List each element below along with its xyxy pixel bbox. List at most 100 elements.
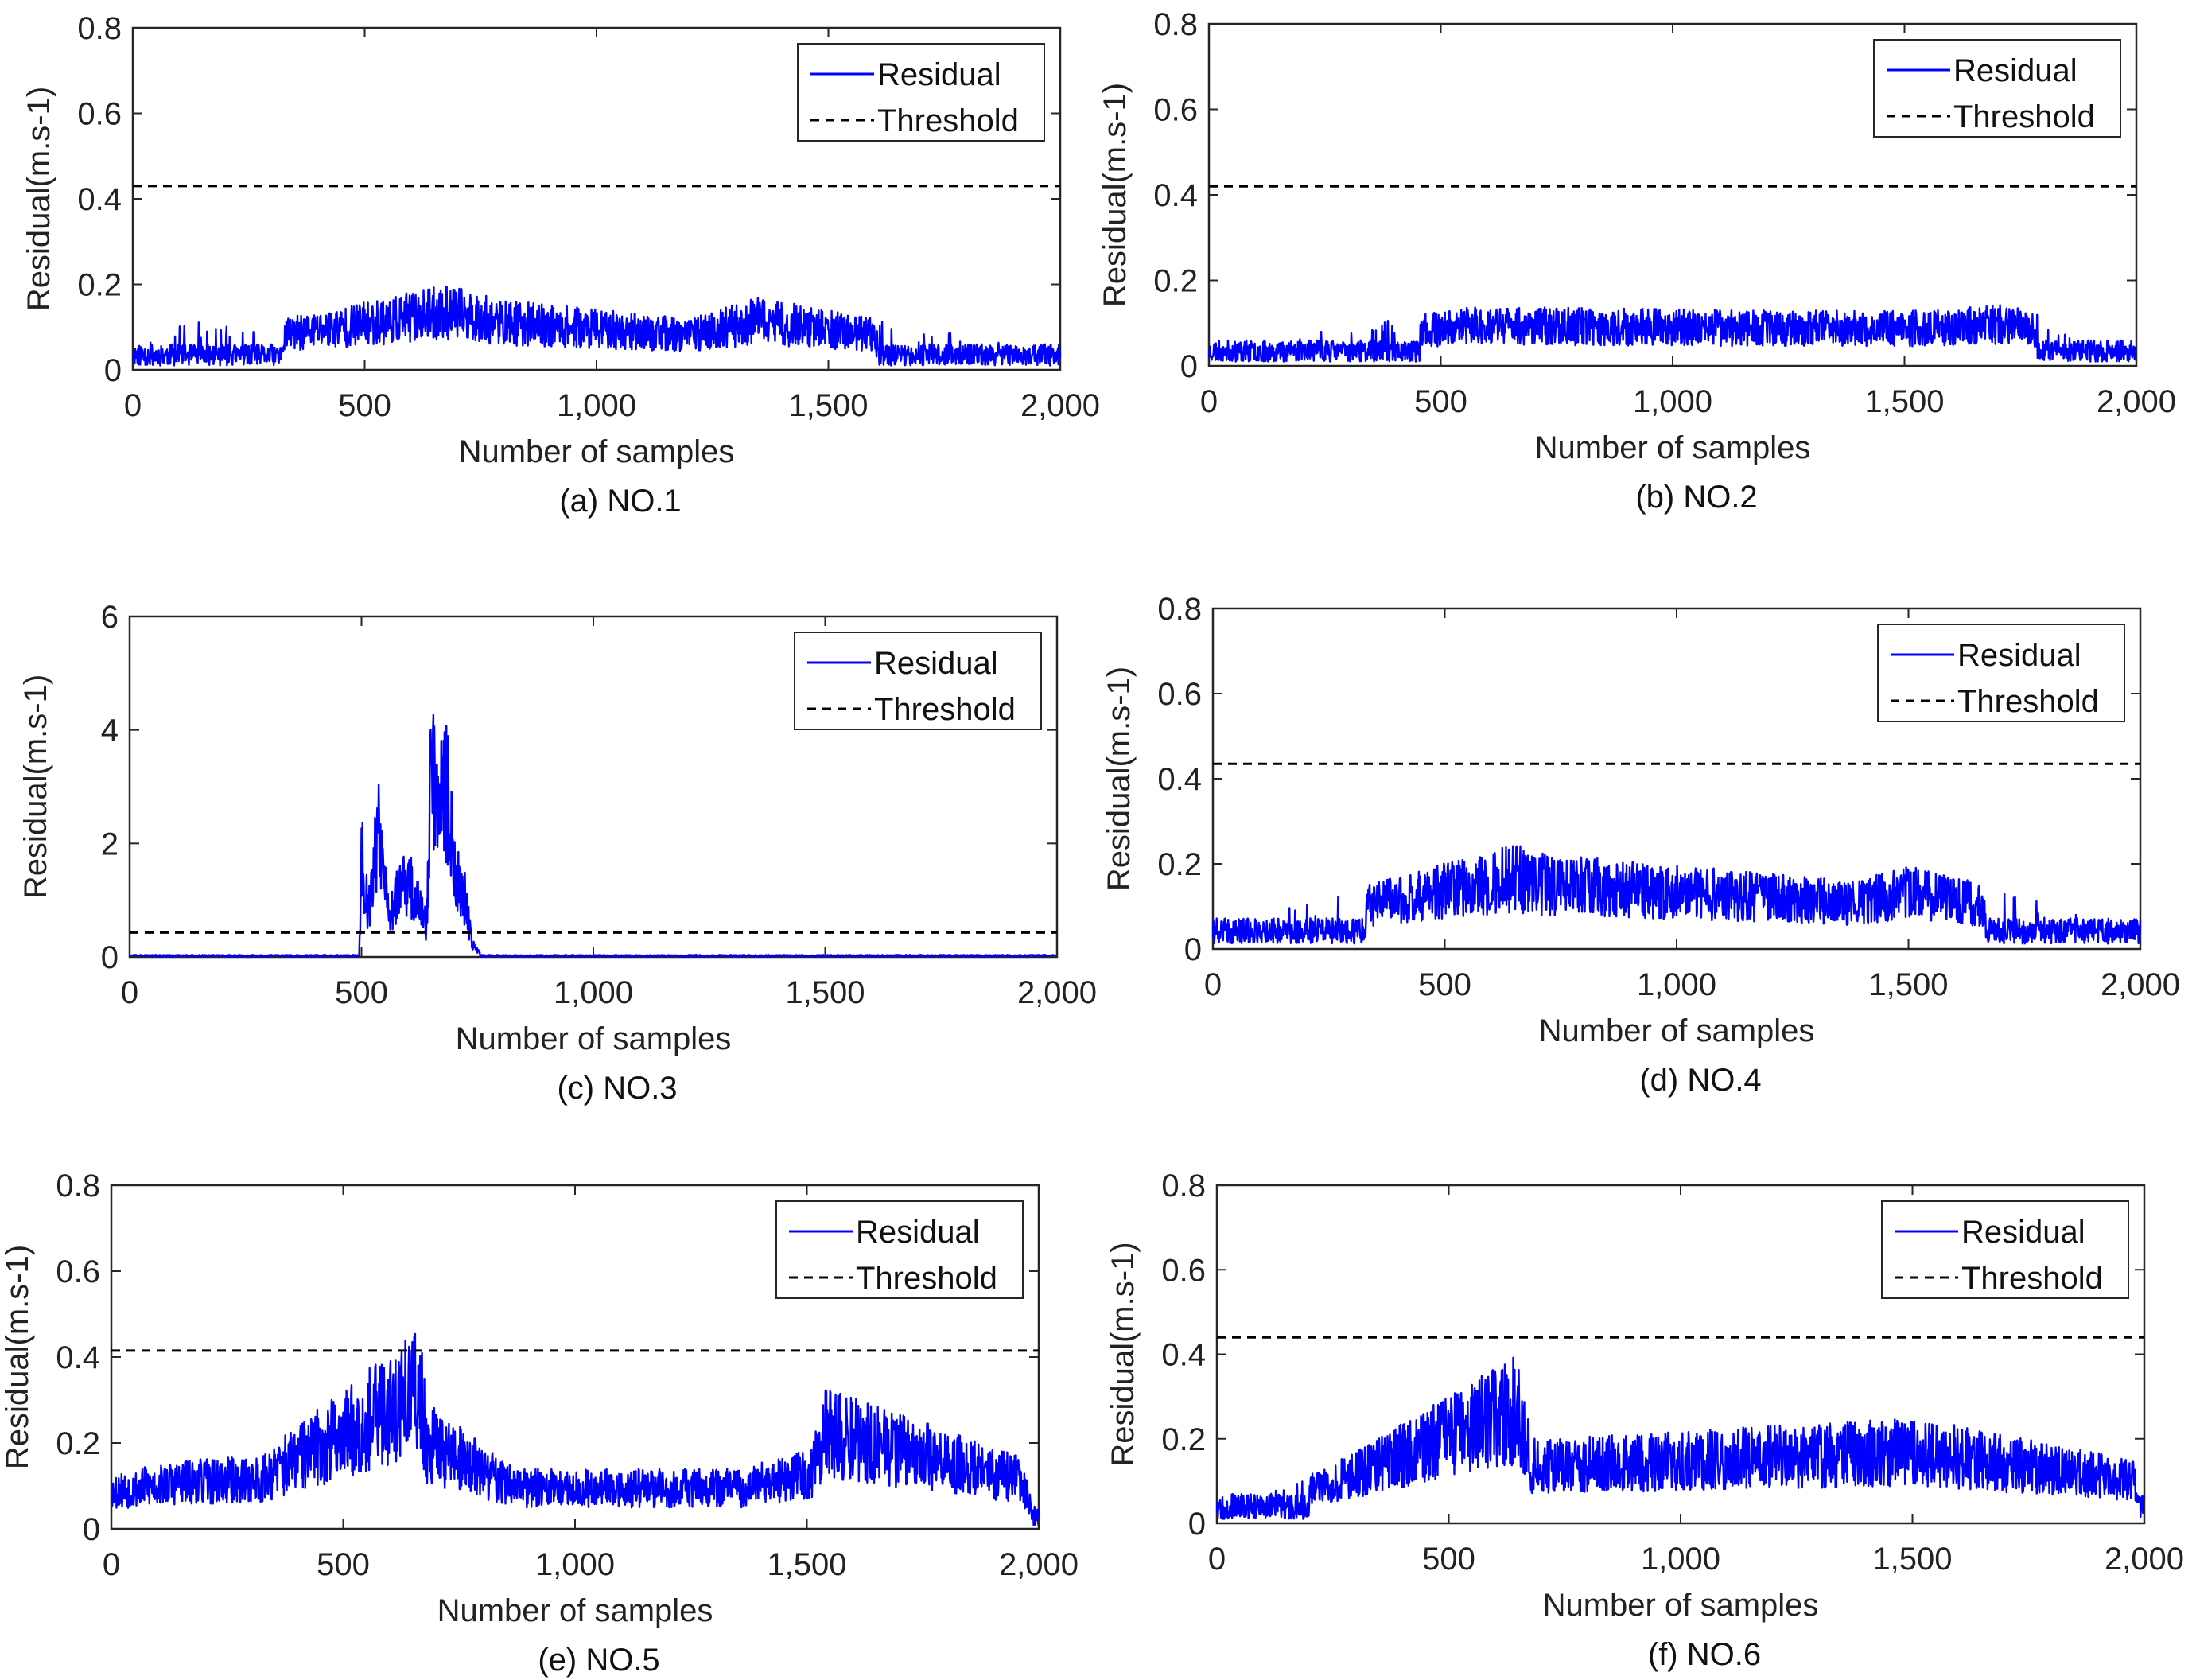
legend: Residual Threshold — [797, 43, 1045, 142]
legend-residual-label: Residual — [856, 1215, 980, 1250]
x-tick-label: 2,000 — [2097, 384, 2176, 419]
legend-threshold-label: Threshold — [877, 103, 1019, 138]
x-tick-label: 1,000 — [1633, 384, 1712, 419]
panel-caption: (d) NO.4 — [1639, 1063, 1761, 1098]
y-tick-label: 0.6 — [56, 1254, 100, 1289]
panel-caption: (b) NO.2 — [1635, 480, 1757, 515]
y-tick-label: 0.4 — [1161, 1338, 1206, 1373]
y-tick-label: 0 — [1180, 349, 1198, 384]
x-tick-label: 1,000 — [535, 1547, 615, 1582]
legend-box — [1873, 39, 2121, 138]
x-tick-label: 2,000 — [999, 1547, 1079, 1582]
panel-c: 0 500 1,000 1,500 2,000 0 2 4 6 Number of samples… — [18, 600, 1097, 1106]
x-axis-label: Number of samples — [456, 1021, 732, 1056]
legend-residual-label: Residual — [874, 646, 998, 681]
y-tick-label: 0 — [1188, 1507, 1206, 1542]
y-tick-label: 0.6 — [77, 97, 122, 132]
legend: Residual Threshold — [1877, 624, 2125, 722]
residual-line — [131, 286, 1062, 367]
residual-line — [1211, 845, 2142, 945]
x-tick-label: 1,500 — [1868, 967, 1948, 1002]
x-tick-label: 1,000 — [557, 388, 636, 423]
legend-box — [794, 632, 1042, 730]
x-tick-label: 0 — [103, 1547, 120, 1582]
legend-threshold-label: Threshold — [874, 692, 1016, 727]
x-tick-label: 2,000 — [2105, 1542, 2184, 1577]
panel-caption: (e) NO.5 — [538, 1643, 659, 1678]
y-tick-label: 0.4 — [1157, 762, 1202, 797]
y-tick-label: 0.8 — [1161, 1169, 1206, 1204]
panel-f: 0 500 1,000 1,500 2,000 0 0.2 0.4 0.6 0.8 Number o… — [1106, 1169, 2184, 1672]
x-tick-label: 1,500 — [785, 975, 865, 1010]
y-tick-label: 0 — [83, 1512, 100, 1547]
y-axis-label: Residual(m.s-1) — [1098, 83, 1133, 307]
y-tick-label: 0.2 — [1153, 264, 1198, 299]
x-tick-label: 500 — [1414, 384, 1467, 419]
legend-threshold-label: Threshold — [1957, 684, 2099, 719]
panel-d: 0 500 1,000 1,500 2,000 0 0.2 0.4 0.6 0.8 Number o… — [1102, 592, 2180, 1098]
x-tick-label: 500 — [317, 1547, 370, 1582]
y-tick-label: 0.2 — [77, 268, 122, 303]
x-tick-label: 0 — [1208, 1542, 1226, 1577]
residual-line — [1215, 1356, 2146, 1520]
x-tick-label: 2,000 — [1017, 975, 1097, 1010]
y-tick-label: 4 — [101, 714, 119, 749]
y-tick-label: 0 — [101, 940, 119, 975]
panel-a: 0 500 1,000 1,500 2,000 0 0.2 0.4 0.6 0.8 Number o… — [21, 11, 1100, 519]
x-tick-label: 500 — [1422, 1542, 1475, 1577]
y-axis-label: Residual(m.s-1) — [21, 87, 56, 311]
x-tick-label: 0 — [121, 975, 138, 1010]
y-tick-label: 0.8 — [1157, 592, 1202, 627]
y-tick-label: 0 — [1184, 932, 1202, 967]
y-tick-label: 0.6 — [1161, 1253, 1206, 1288]
y-tick-label: 6 — [101, 600, 119, 635]
panel-caption: (c) NO.3 — [557, 1071, 677, 1106]
x-axis-label: Number of samples — [1539, 1013, 1815, 1048]
legend-box — [775, 1200, 1024, 1299]
x-tick-label: 1,000 — [1641, 1542, 1720, 1577]
y-tick-label: 0 — [104, 353, 122, 388]
x-tick-label: 1,500 — [788, 388, 868, 423]
y-tick-label: 0.4 — [56, 1340, 100, 1375]
legend: Residual Threshold — [794, 632, 1042, 730]
x-tick-label: 1,500 — [1872, 1542, 1952, 1577]
legend-threshold-label: Threshold — [1953, 99, 2095, 134]
y-tick-label: 0.6 — [1157, 677, 1202, 712]
x-tick-label: 2,000 — [2101, 967, 2180, 1002]
x-tick-label: 2,000 — [1020, 388, 1100, 423]
legend-residual-label: Residual — [1953, 53, 2077, 88]
legend: Residual Threshold — [1873, 39, 2121, 138]
y-tick-label: 0.2 — [1161, 1422, 1206, 1457]
legend-residual-label: Residual — [1961, 1215, 2085, 1250]
legend-residual-label: Residual — [1957, 638, 2081, 673]
residual-line — [110, 1332, 1040, 1526]
legend-threshold-label: Threshold — [1961, 1261, 2103, 1296]
y-tick-label: 0.4 — [1153, 178, 1198, 213]
y-tick-label: 2 — [101, 826, 119, 861]
x-axis-label: Number of samples — [437, 1593, 713, 1628]
x-tick-label: 1,500 — [767, 1547, 846, 1582]
x-tick-label: 0 — [124, 388, 142, 423]
legend: Residual Threshold — [1881, 1200, 2129, 1299]
x-tick-label: 0 — [1204, 967, 1222, 1002]
x-tick-label: 0 — [1200, 384, 1218, 419]
panel-b: 0 500 1,000 1,500 2,000 0 0.2 0.4 0.6 0.8 Number o… — [1098, 7, 2176, 515]
y-axis-label: Residual(m.s-1) — [1106, 1242, 1141, 1466]
panel-caption: (a) NO.1 — [559, 484, 681, 519]
x-tick-label: 500 — [1418, 967, 1471, 1002]
y-tick-label: 0.8 — [1153, 7, 1198, 42]
y-axis-label: Residual(m.s-1) — [0, 1245, 35, 1469]
x-axis-label: Number of samples — [1543, 1588, 1819, 1623]
x-axis-label: Number of samples — [1535, 430, 1811, 465]
legend-box — [1877, 624, 2125, 722]
y-tick-label: 0.4 — [77, 182, 122, 217]
legend-residual-label: Residual — [877, 57, 1001, 92]
legend-box — [1881, 1200, 2129, 1299]
panel-e: 0 500 1,000 1,500 2,000 0 0.2 0.4 0.6 0.8 Number o… — [0, 1169, 1079, 1678]
x-axis-label: Number of samples — [459, 434, 735, 469]
y-tick-label: 0.6 — [1153, 93, 1198, 128]
y-axis-label: Residual(m.s-1) — [18, 675, 53, 899]
y-tick-label: 0.8 — [77, 11, 122, 46]
y-tick-label: 0.8 — [56, 1169, 100, 1204]
